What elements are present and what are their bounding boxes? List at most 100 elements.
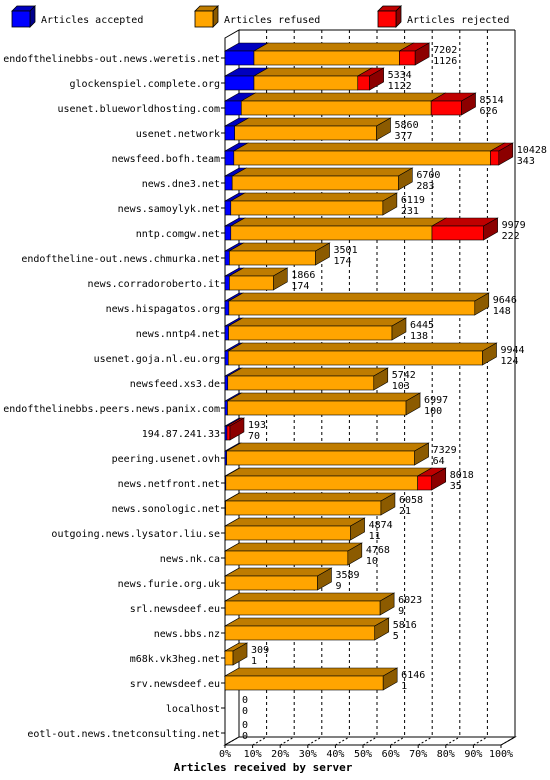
y-tick-label: endofthelinebbs-out.news.weretis.net: [3, 54, 220, 65]
data-label-total: 9646: [493, 295, 517, 306]
bar-top-face: [224, 617, 390, 627]
y-tick-label: nntp.comgw.net: [136, 229, 220, 240]
y-tick-label: news.corradoroberto.it: [88, 279, 220, 290]
bar-top-face: [229, 217, 448, 227]
data-label-accepted: 5: [393, 631, 399, 642]
y-tick-label: newsfeed.bofh.team: [112, 154, 220, 165]
data-label-total: 5816: [393, 620, 417, 631]
bar-side-face: [483, 217, 498, 241]
data-label-total: 8514: [480, 95, 504, 106]
legend-item-1: Articles accepted: [11, 5, 143, 28]
x-tick-label: 40%: [326, 749, 344, 760]
bar-refused: [224, 467, 433, 491]
data-label-accepted: 1: [401, 681, 407, 692]
bar-top-face: [223, 667, 399, 677]
y-tick-label: localhost: [166, 704, 220, 715]
bar-top-face: [240, 92, 447, 102]
floor-gridline: [279, 736, 295, 746]
bar-front-face: [226, 425, 231, 441]
bar-top-face: [231, 167, 414, 177]
data-label-accepted: 11: [369, 531, 381, 542]
bar-row: endofthelinebbs-out.news.weretis.net 7202…: [3, 42, 457, 67]
y-tick-label: srv.newsdeef.eu: [130, 679, 220, 690]
bar-top-face: [252, 42, 415, 52]
bar-front-face: [224, 350, 229, 366]
data-label-total: 6058: [399, 495, 423, 506]
bar-refused: [224, 517, 366, 541]
data-label-total: 5742: [392, 370, 416, 381]
y-tick-label: peering.usenet.ovh: [112, 454, 220, 465]
bar-side-face: [272, 267, 288, 291]
bar-front-face: [240, 100, 432, 116]
data-label-accepted: 64: [433, 456, 445, 467]
bar-front-face: [253, 75, 359, 91]
x-tick-label: 30%: [299, 749, 317, 760]
y-tick-label: news.nntp4.net: [136, 329, 220, 340]
bar-front-face: [399, 50, 416, 66]
bar-front-face: [224, 550, 349, 566]
bar-front-face: [224, 100, 242, 116]
x-tick-label: 0%: [219, 749, 231, 760]
bar-refused: [226, 367, 389, 391]
data-label-accepted: 21: [399, 506, 411, 517]
bar-refused: [225, 442, 430, 466]
bar-front-face: [224, 375, 229, 391]
data-label-total: 5334: [388, 70, 412, 81]
bar-top-face: [224, 592, 396, 602]
data-label-accepted: 148: [493, 306, 511, 317]
x-tick-label: 100%: [489, 749, 513, 760]
bar-refused: [224, 492, 397, 516]
bar-refused: [240, 92, 447, 116]
bar-front-face: [234, 125, 377, 141]
y-tick-label: usenet.blueworldhosting.com: [57, 104, 220, 115]
bar-side-face: [317, 567, 332, 591]
bar-side-face: [431, 467, 447, 491]
bar-front-face: [227, 400, 407, 416]
bar-rejected: [489, 142, 514, 166]
data-label-total: 8018: [450, 470, 474, 481]
data-label-accepted: 9: [398, 606, 404, 617]
y-tick-label: news.hispagatos.org: [106, 304, 220, 315]
bar-side-face: [315, 242, 330, 266]
bar-front-face: [231, 175, 399, 191]
bar-front-face: [224, 125, 235, 141]
bar-refused: [227, 342, 498, 366]
bar-top-face: [225, 442, 430, 452]
data-label-accepted: 222: [502, 231, 520, 242]
data-label-accepted: 377: [395, 131, 413, 142]
data-label-total: 10428: [517, 145, 547, 156]
bar-front-face: [224, 50, 255, 66]
data-label-accepted: 1: [251, 656, 257, 667]
bar-rejected: [430, 92, 477, 116]
bar-front-face: [224, 225, 232, 241]
bar-top-face: [224, 517, 366, 527]
x-tick-label: 70%: [409, 749, 427, 760]
floor-gridline: [445, 736, 461, 746]
bar-rejected: [416, 467, 447, 491]
data-label-total: 6997: [424, 395, 448, 406]
floor-gridline: [500, 736, 516, 746]
data-label-total: 1866: [291, 270, 315, 281]
bar-top-face: [232, 142, 506, 152]
y-tick-label: newsfeed.xs3.de: [130, 379, 220, 390]
data-label-accepted: 283: [416, 181, 434, 192]
bar-refused: [224, 567, 333, 591]
bar-top-face: [233, 117, 392, 127]
bar-side-face: [414, 42, 430, 66]
data-label-accepted: 626: [480, 106, 498, 117]
bar-front-face: [224, 300, 230, 316]
y-tick-label: usenet.goja.nl.eu.org: [94, 354, 220, 365]
bar-front-face: [224, 150, 235, 166]
bar-front-face: [229, 250, 316, 266]
bar-rejected: [225, 417, 246, 441]
bar-row: endofthelinebbs.peers.news.panix.com 6997…: [3, 392, 448, 417]
y-tick-label: news.nk.ca: [160, 554, 220, 565]
